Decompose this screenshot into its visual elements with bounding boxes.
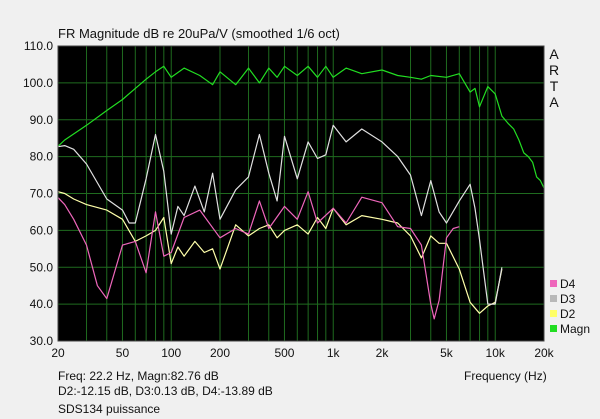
x-tick-label: 10k (486, 346, 506, 360)
series-line-magn (57, 65, 545, 189)
x-tick-label: 200 (210, 346, 230, 360)
chart-title: FR Magnitude dB re 20uPa/V (smoothed 1/6… (58, 26, 340, 41)
legend-label-magn: Magn (560, 322, 590, 336)
x-tick-label: 20k (534, 346, 554, 360)
side-letter: T (549, 78, 559, 94)
side-label: A R T A (547, 46, 561, 110)
legend-swatch-magn (550, 325, 557, 332)
x-tick-label: 20 (51, 346, 65, 360)
legend-swatch-d2 (550, 310, 557, 317)
grid-lines (57, 45, 545, 342)
x-tick-label: 500 (274, 346, 294, 360)
x-tick-label: 100 (161, 346, 181, 360)
y-tick-label: 80.0 (30, 150, 54, 164)
x-axis-label: Frequency (Hz) (464, 369, 547, 383)
series-line-d4 (57, 191, 460, 320)
y-tick-label: 60.0 (30, 223, 54, 237)
side-letter: A (549, 46, 559, 62)
x-tick-label: 2k (376, 346, 390, 360)
cursor-readout: Freq: 22.2 Hz, Magn:82.76 dB (58, 369, 219, 383)
legend-label-d4: D4 (560, 277, 576, 291)
side-letter: A (549, 94, 559, 110)
y-tick-label: 70.0 (30, 187, 54, 201)
y-tick-label: 100.0 (23, 76, 53, 90)
delta-readout: D2:-12.15 dB, D3:0.13 dB, D4:-13.89 dB (58, 384, 273, 398)
legend-swatch-d3 (550, 295, 557, 302)
y-tick-label: 40.0 (30, 297, 54, 311)
x-tick-label: 5k (440, 346, 454, 360)
series-line-d2 (57, 191, 503, 314)
y-tick-label: 90.0 (30, 113, 54, 127)
legend-label-d2: D2 (560, 307, 576, 321)
x-tick-label: 1k (327, 346, 341, 360)
plot-border (57, 45, 545, 342)
measurement-name: SDS134 puissance (58, 402, 161, 416)
y-tick-label: 30.0 (30, 334, 54, 348)
y-tick-label: 110.0 (24, 39, 53, 53)
series-line-d3 (57, 124, 503, 305)
legend-swatch-d4 (550, 280, 557, 287)
legend-label-d3: D3 (560, 292, 576, 306)
side-letter: R (548, 62, 560, 78)
x-tick-label: 50 (116, 346, 130, 360)
y-tick-label: 50.0 (30, 260, 54, 274)
